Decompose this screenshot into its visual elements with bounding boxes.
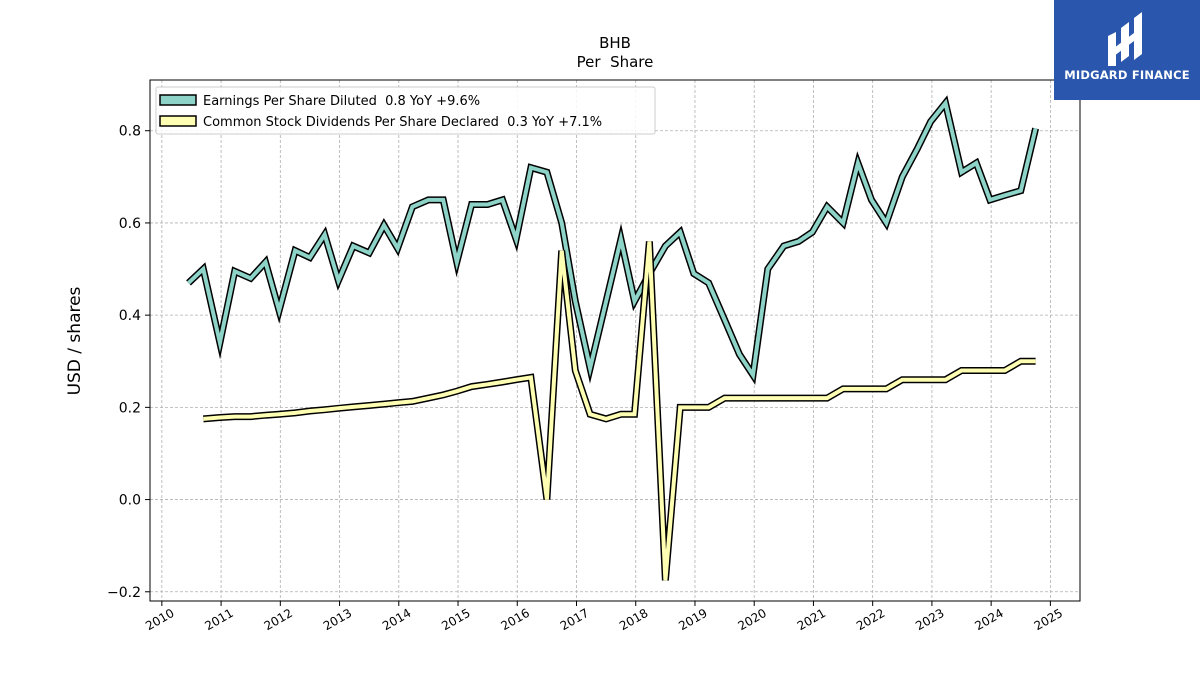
series-layer: [186, 95, 1040, 581]
legend-label-eps: Earnings Per Share Diluted 0.8 YoY +9.6%: [203, 94, 480, 109]
x-tick-label: 2010: [143, 606, 176, 633]
chart-subtitle: Per Share: [577, 53, 654, 71]
x-tick-label: 2021: [795, 606, 828, 633]
y-tick-label: 0.2: [119, 400, 141, 416]
plot-frame: [149, 79, 1081, 602]
x-tick-label: 2024: [972, 606, 1005, 633]
x-tick-label: 2020: [735, 606, 768, 633]
x-tick-label: 2023: [913, 606, 946, 633]
x-tick-label: 2013: [321, 606, 354, 633]
legend-box: [155, 86, 656, 135]
chart-title: BHB: [599, 34, 631, 52]
logo-mark-icon: [1108, 12, 1142, 66]
legend: Earnings Per Share Diluted 0.8 YoY +9.6%…: [155, 86, 656, 135]
x-tick-label: 2015: [439, 606, 472, 633]
x-tick-label: 2018: [617, 606, 650, 633]
y-tick-label: 0.8: [119, 124, 141, 140]
y-tick-label: 0.6: [119, 216, 141, 232]
legend-label-dividends: Common Stock Dividends Per Share Declare…: [203, 115, 602, 130]
y-tick-label: 0.4: [119, 308, 141, 324]
logo-text: MIDGARD FINANCE: [1064, 68, 1190, 82]
series-line-dividends: [203, 241, 1036, 581]
x-axis: 2010 2011 2012 2013 2014 2015 2016 2017 2018 2019…: [143, 601, 1065, 633]
x-tick-label: 2014: [380, 606, 413, 633]
x-tick-label: 2022: [854, 606, 887, 633]
midgard-finance-logo: MIDGARD FINANCE: [1054, 0, 1200, 100]
x-tick-label: 2011: [202, 606, 235, 633]
x-tick-label: 2012: [262, 606, 295, 633]
x-tick-label: 2019: [676, 606, 709, 633]
legend-swatch-dividends: [159, 115, 197, 127]
y-tick-label: −0.2: [107, 585, 141, 601]
y-axis-label: USD / shares: [65, 286, 85, 395]
x-tick-label: 2017: [558, 606, 591, 633]
y-tick-label: 0.0: [119, 493, 141, 509]
x-tick-label: 2025: [1032, 606, 1065, 633]
series-outline-eps: [186, 95, 1040, 385]
y-axis: −0.2 0.0 0.2 0.4 0.6 0.8: [107, 124, 150, 601]
x-tick-label: 2016: [499, 606, 532, 633]
legend-swatch-eps: [159, 94, 197, 106]
grid-lines: [150, 80, 1080, 601]
series-line-eps: [187, 98, 1038, 381]
